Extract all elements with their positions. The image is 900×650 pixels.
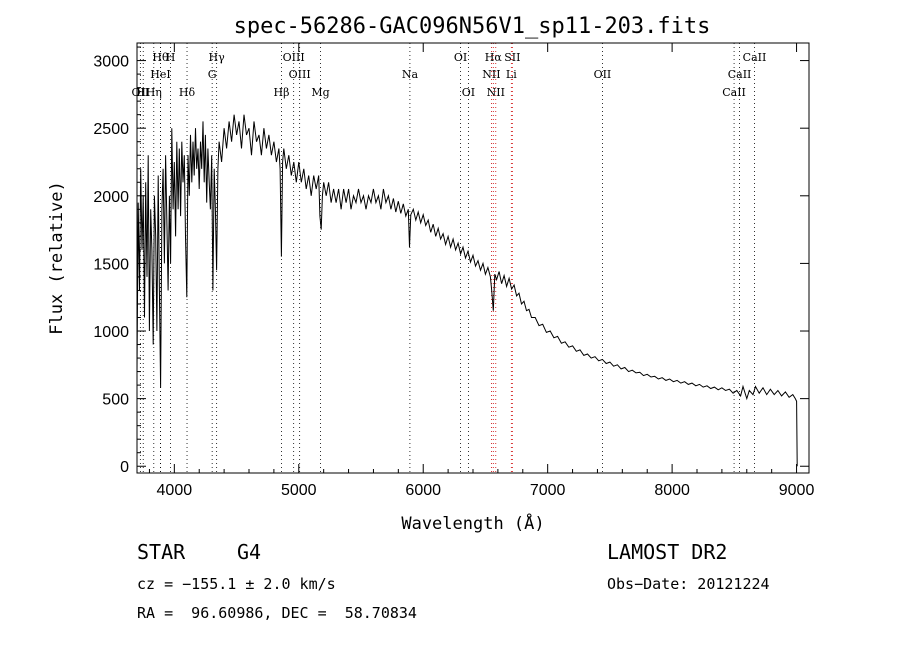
- reference-line-label-23: CaII: [728, 68, 752, 81]
- coordinates: RA = 96.60986, DEC = 58.70834: [137, 604, 417, 622]
- survey-name: LAMOST DR2: [607, 540, 728, 564]
- reference-line-label-19: SII: [504, 51, 520, 64]
- y-tick-label-5: 2500: [93, 121, 129, 138]
- reference-line-label-16: NII: [482, 68, 500, 81]
- reference-line-label-18: NII: [487, 86, 505, 99]
- reference-line-label-3: Hθ: [152, 51, 169, 64]
- y-tick-label-2: 1000: [93, 324, 129, 341]
- reference-line-label-21: OII: [594, 68, 612, 81]
- x-tick-label-2: 6000: [405, 482, 441, 499]
- x-tick-label-3: 7000: [530, 482, 566, 499]
- reference-lines: [139, 43, 755, 473]
- y-tick-label-0: 0: [120, 459, 129, 476]
- reference-line-label-7: G: [208, 68, 217, 81]
- reference-line-label-1: HI: [136, 86, 150, 99]
- y-tick-label-6: 3000: [93, 54, 129, 71]
- spectrum-series-line: [136, 114, 798, 467]
- reference-line-label-20: Li: [506, 68, 517, 81]
- x-axis-ticks: 4000 5000 6000 7000 8000 9000: [148, 43, 815, 499]
- y-axis-ticks: 0 500 1000 1500 2000 2500 3000: [93, 46, 809, 476]
- reference-line-label-5: H: [166, 51, 176, 64]
- x-tick-label-1: 5000: [281, 482, 317, 499]
- reference-line-label-9: Hβ: [274, 86, 290, 99]
- observation-date: Obs−Date: 20121224: [607, 575, 770, 593]
- reference-line-label-15: OI: [462, 86, 475, 99]
- reference-line-label-4: HeI: [150, 68, 170, 81]
- y-axis-label: Flux (relative): [47, 181, 67, 335]
- plot-frame: [136, 42, 810, 474]
- reference-line-label-8: Hγ: [209, 51, 226, 64]
- object-class: STAR: [137, 540, 186, 564]
- reference-line-label-10: OIII: [283, 51, 305, 64]
- reference-line-label-11: OIII: [289, 68, 311, 81]
- reference-line-label-0: OII: [132, 86, 150, 99]
- x-tick-label-0: 4000: [157, 482, 193, 499]
- x-tick-label-5: 9000: [779, 482, 815, 499]
- y-tick-label-4: 2000: [93, 189, 129, 206]
- reference-line-label-22: CaII: [722, 86, 746, 99]
- reference-line-labels: OIIHIHηHθHeIHHδGHγHβOIIIOIIIMgNaOIOINIIH…: [132, 51, 767, 99]
- y-tick-label-1: 500: [102, 392, 129, 409]
- object-subclass: G4: [237, 540, 262, 564]
- x-axis-label: Wavelength (Å): [401, 512, 544, 534]
- reference-line-label-6: Hδ: [179, 86, 196, 99]
- x-tick-label-4: 8000: [654, 482, 690, 499]
- reference-line-label-12: Mg: [311, 86, 329, 99]
- chart-title: spec-56286-GAC096N56V1_sp11-203.fits: [234, 14, 711, 39]
- y-tick-label-3: 1500: [93, 256, 129, 273]
- reference-line-label-13: Na: [402, 68, 419, 81]
- reference-line-label-17: Hα: [485, 51, 503, 64]
- reference-line-label-24: CaII: [743, 51, 767, 64]
- reference-line-label-2: Hη: [146, 86, 162, 99]
- reference-line-label-14: OI: [454, 51, 467, 64]
- redshift-cz: cz = −155.1 ± 2.0 km/s: [137, 575, 336, 593]
